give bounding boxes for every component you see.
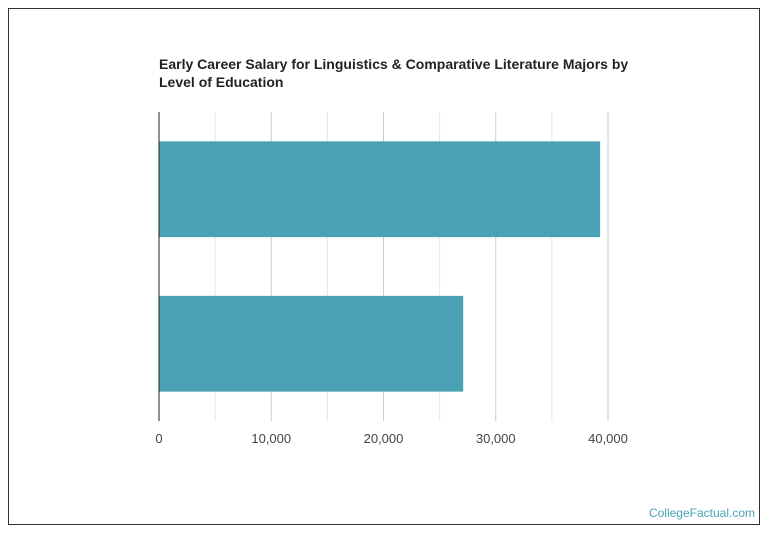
watermark: CollegeFactual.com xyxy=(648,506,755,520)
x-tick-label: 0 xyxy=(155,431,162,446)
bars xyxy=(159,141,601,392)
x-tick-labels: 0 10,000 20,000 30,000 40,000 xyxy=(155,431,628,446)
bar-1 xyxy=(159,141,601,238)
x-tick-label: 20,000 xyxy=(364,431,404,446)
bar-2 xyxy=(159,295,464,392)
x-tick-label: 10,000 xyxy=(251,431,291,446)
chart-title: Early Career Salary for Linguistics & Co… xyxy=(159,56,629,90)
x-tick-label: 30,000 xyxy=(476,431,516,446)
x-tick-label: 40,000 xyxy=(588,431,628,446)
